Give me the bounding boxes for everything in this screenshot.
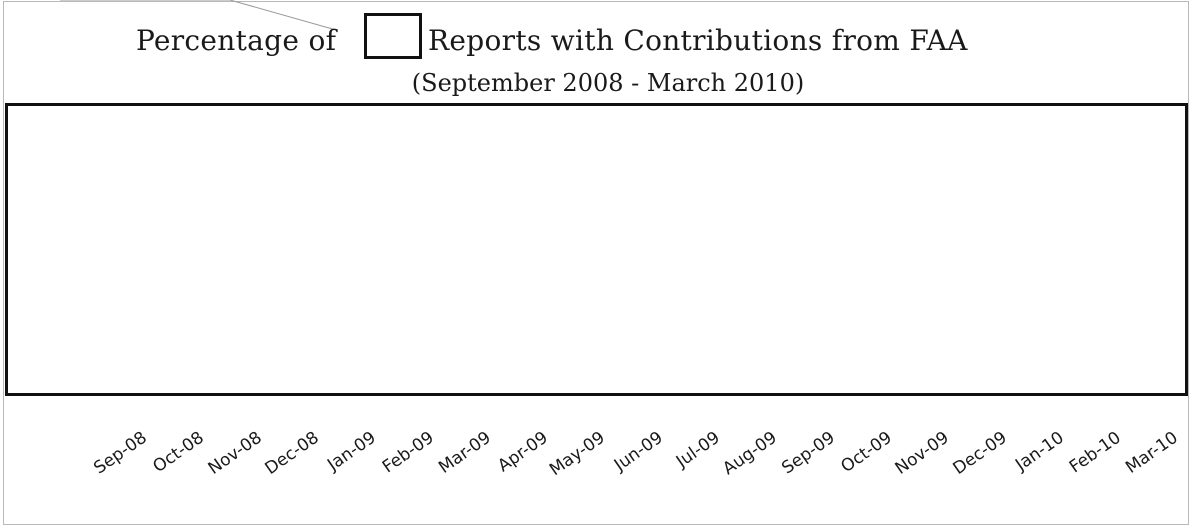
- chart-title-suffix: Reports with Contributions from FAA: [428, 24, 968, 57]
- x-axis: Sep-08 Oct-08 Nov-08 Dec-08 Jan-09 Feb-09 Mar-…: [0, 396, 1194, 506]
- redaction-box: [364, 13, 422, 59]
- x-tick-label: Jun-09: [598, 428, 667, 485]
- x-tick-label: Feb-09: [368, 428, 437, 485]
- x-tick-label: Nov-09: [884, 428, 953, 485]
- x-tick-label: Jul-09: [655, 428, 724, 485]
- x-tick-label: Oct-08: [139, 428, 208, 485]
- x-tick-label: Sep-08: [82, 428, 151, 485]
- x-tick-label: Sep-09: [770, 428, 839, 485]
- x-tick-label: Jan-10: [999, 428, 1068, 485]
- x-tick-label: Dec-09: [941, 428, 1010, 485]
- x-tick-label: Mar-09: [426, 428, 495, 485]
- x-tick-label: May-09: [540, 428, 609, 485]
- x-tick-label: Apr-09: [483, 428, 552, 485]
- chart-title: Percentage of Reports with Contributions…: [0, 18, 1194, 68]
- x-tick-label: Oct-09: [827, 428, 896, 485]
- x-tick-label: Aug-09: [712, 428, 781, 485]
- x-tick-label: Jan-09: [311, 428, 380, 485]
- chart-title-prefix: Percentage of: [136, 24, 336, 57]
- x-tick-label: Dec-08: [254, 428, 323, 485]
- x-tick-label: Mar-10: [1113, 428, 1182, 485]
- x-tick-label: Feb-10: [1056, 428, 1125, 485]
- chart-subtitle: (September 2008 - March 2010): [0, 69, 1194, 97]
- x-tick-label: Nov-08: [197, 428, 266, 485]
- plot-area-redacted: [5, 103, 1188, 396]
